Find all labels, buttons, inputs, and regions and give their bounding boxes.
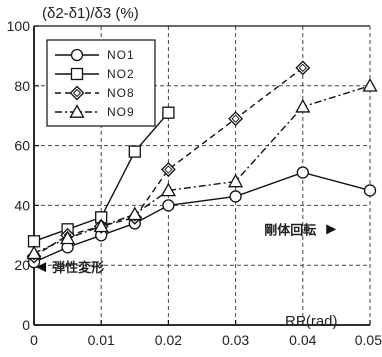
point-circle [229, 190, 242, 203]
series-layer [26, 60, 378, 269]
point-circle [296, 166, 309, 179]
point-triangle [59, 230, 76, 245]
point-diamond [228, 111, 244, 127]
series-line [33, 85, 371, 254]
point-diamond [295, 60, 311, 76]
y-tick-label: 40 [14, 197, 30, 213]
legend-entry: NO2 [55, 67, 135, 81]
legend-label: NO2 [107, 67, 135, 81]
point-diamond-inner [164, 165, 173, 174]
point-triangle [26, 245, 42, 260]
point-triangle [127, 206, 143, 221]
point-triangle [295, 98, 311, 113]
point-triangle [93, 218, 109, 233]
point-square [27, 235, 41, 248]
legend-entry: NO1 [55, 48, 135, 62]
point-diamond-inner [298, 63, 307, 72]
y-tick-label: 20 [14, 257, 30, 273]
point-diamond-inner [72, 88, 82, 98]
point-circle [70, 48, 84, 62]
x-axis-title: RP(rad) [285, 313, 338, 330]
point-square [128, 145, 141, 158]
legend-box [46, 39, 156, 127]
point-diamond-inner [231, 114, 240, 123]
x-tick-label: 0.02 [155, 332, 182, 348]
annotation-label: 弾性変形 [52, 260, 104, 276]
point-triangle [160, 182, 177, 197]
tick-labels: 0 20 40 60 80 100 0 0.01 0.02 0.03 0.04 0.05 [7, 18, 382, 348]
annotation: 弾性変形 [36, 260, 104, 276]
legend: NO1 NO2 NO8 NO9 [46, 39, 156, 127]
point-triangle [362, 77, 378, 92]
point-square [162, 106, 175, 119]
x-tick-label: 0.01 [88, 332, 115, 348]
legend-label: NO1 [107, 48, 135, 62]
y-axis-title: (δ2-δ1)/δ3 (%) [42, 5, 139, 22]
annotation-arrow [36, 262, 47, 273]
series-no1 [27, 166, 377, 269]
y-tick-label: 60 [14, 138, 30, 154]
legend-label: NO9 [107, 105, 135, 119]
y-tick-label: 100 [7, 18, 31, 34]
point-diamond [160, 162, 176, 177]
point-triangle [227, 173, 244, 188]
annotations: 弾性変形 剛体回転 [36, 222, 337, 276]
annotation: 剛体回転 [264, 222, 337, 238]
legend-label: NO8 [107, 86, 135, 100]
y-tick-label: 80 [14, 78, 30, 94]
legend-entry: NO8 [55, 85, 135, 101]
legend-entry: NO9 [55, 104, 135, 119]
x-tick-label: 0.03 [222, 332, 249, 348]
x-tick-label: 0 [30, 332, 38, 348]
x-tick-label: 0.04 [289, 332, 316, 348]
x-tick-label: 0.05 [355, 332, 382, 348]
annotation-label: 剛体回転 [264, 222, 316, 238]
y-tick-label: 0 [22, 317, 30, 333]
annotation-arrow [326, 224, 337, 235]
point-circle [162, 199, 175, 212]
point-circle [363, 184, 377, 197]
series-no9 [26, 77, 378, 260]
point-triangle [69, 104, 85, 118]
point-square [70, 67, 84, 81]
point-diamond [69, 85, 85, 101]
